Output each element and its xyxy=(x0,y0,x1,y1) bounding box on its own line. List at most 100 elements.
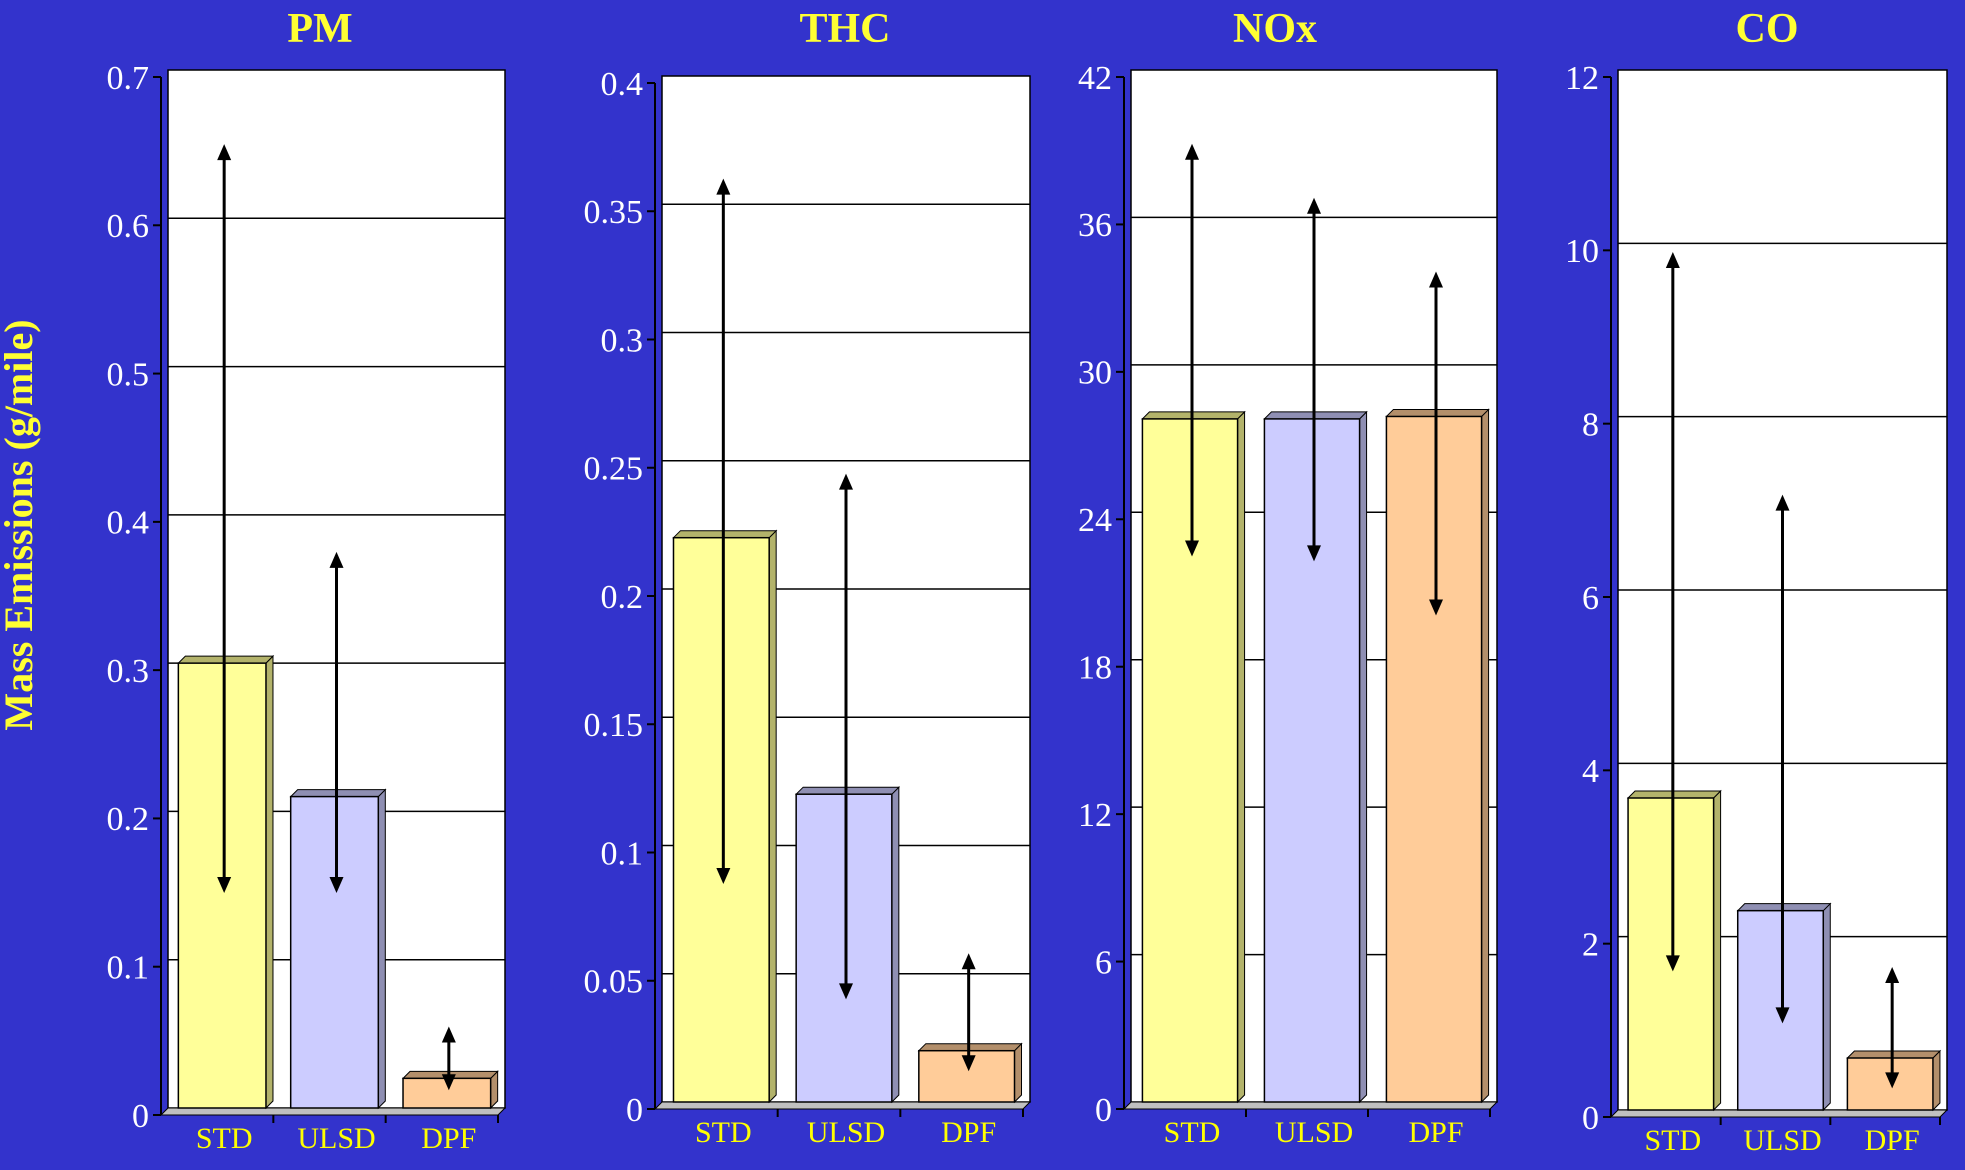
y-tick-label: 0.4 xyxy=(107,505,150,542)
x-category-label: ULSD xyxy=(1275,1116,1353,1149)
error-arrow-up xyxy=(1885,967,1900,983)
error-arrow-down xyxy=(329,876,344,893)
bar-std xyxy=(1141,418,1239,1103)
y-tick-label: 24 xyxy=(1078,502,1112,539)
x-category-label: DPF xyxy=(1408,1116,1463,1149)
error-arrow-up xyxy=(1185,143,1199,160)
x-category-label: ULSD xyxy=(297,1122,375,1155)
y-tick-label: 18 xyxy=(1078,650,1112,687)
y-tick-label: 12 xyxy=(1078,797,1112,834)
y-tick-label: 0.3 xyxy=(107,653,150,690)
error-arrow-up xyxy=(1665,252,1680,268)
bar-side xyxy=(1359,410,1368,1104)
y-tick-label: 0.6 xyxy=(107,208,150,245)
y-tick-label: 0 xyxy=(132,1098,149,1135)
y-tick-label: 0.4 xyxy=(601,66,644,103)
y-tick-label: 0.1 xyxy=(601,835,644,872)
plot-floor xyxy=(653,1101,1032,1110)
y-tick-label: 0 xyxy=(626,1092,643,1129)
bar-ulsd xyxy=(1736,909,1825,1111)
bar-top xyxy=(672,530,778,539)
bar-ulsd xyxy=(795,793,893,1103)
y-tick-label: 30 xyxy=(1078,355,1112,392)
error-arrow-down xyxy=(839,983,853,1000)
y-tick-label: 0.25 xyxy=(584,451,644,488)
plot-floor xyxy=(159,1107,507,1116)
bar-side xyxy=(1822,902,1831,1112)
bar-side xyxy=(891,785,900,1104)
error-arrow-down xyxy=(1885,1072,1900,1089)
y-tick-label: 12 xyxy=(1565,60,1599,97)
error-arrow-up xyxy=(1307,197,1321,214)
y-tick-label: 36 xyxy=(1078,207,1112,244)
bar-side xyxy=(768,529,777,1104)
y-axis-label: Mass Emissions (g/mile) xyxy=(0,319,41,730)
y-tick-label: 4 xyxy=(1582,753,1599,790)
y-tick-label: 6 xyxy=(1582,580,1599,617)
chart-title: PM xyxy=(287,6,352,52)
bar-std xyxy=(672,536,770,1103)
chart-panel-thc: 0 0.05 0.1 0.15 0.2 0.25 0.3 0.35 0.4 STD ULSD DPF T… xyxy=(584,6,1032,1149)
y-tick-label: 0.05 xyxy=(584,964,644,1001)
error-arrow-up xyxy=(839,473,853,490)
error-arrow-up xyxy=(441,1026,456,1043)
x-category-label: DPF xyxy=(421,1122,476,1155)
error-arrow-up xyxy=(1775,494,1790,511)
bar-side xyxy=(1237,410,1246,1104)
x-category-label: DPF xyxy=(1865,1124,1920,1157)
error-arrow-down xyxy=(961,1055,976,1072)
bar-side xyxy=(377,788,386,1110)
y-tick-label: 0.1 xyxy=(107,950,150,987)
bar-side xyxy=(1014,1042,1023,1104)
bar-ulsd xyxy=(1263,418,1361,1103)
y-tick-label: 10 xyxy=(1565,233,1599,270)
chart-panel-co: 0 2 4 6 8 10 12 STD ULSD DPF CO xyxy=(1565,6,1949,1157)
error-arrow-down xyxy=(716,867,731,884)
bar-ulsd xyxy=(289,795,380,1109)
error-arrow-down xyxy=(217,876,232,893)
error-arrow-up xyxy=(217,144,232,161)
error-arrow-up xyxy=(961,953,976,970)
bar-dpf xyxy=(1846,1057,1934,1111)
y-tick-label: 0.2 xyxy=(601,579,644,616)
error-arrow-up xyxy=(1429,271,1443,288)
bar-side xyxy=(1932,1049,1941,1112)
bar-side xyxy=(1481,408,1490,1104)
error-arrow-up xyxy=(716,178,731,195)
y-tick-label: 8 xyxy=(1582,406,1599,443)
x-category-label: STD xyxy=(695,1116,752,1149)
chart-title: THC xyxy=(799,6,890,52)
error-arrow-down xyxy=(1665,955,1680,972)
y-tick-label: 0.5 xyxy=(107,356,150,393)
y-tick-label: 0 xyxy=(1095,1092,1112,1129)
error-arrow-down xyxy=(1185,540,1199,557)
x-category-label: ULSD xyxy=(1743,1124,1821,1157)
x-category-label: STD xyxy=(196,1122,253,1155)
y-tick-label: 6 xyxy=(1095,944,1112,981)
y-tick-label: 0.2 xyxy=(107,801,150,838)
error-arrow-down xyxy=(1307,545,1321,562)
chart-panel-nox: 0 6 12 18 24 30 36 42 STD ULSD DPF NOx xyxy=(1078,6,1499,1149)
y-tick-label: 0 xyxy=(1582,1100,1599,1137)
x-category-label: ULSD xyxy=(807,1116,885,1149)
plot-floor xyxy=(1609,1109,1949,1118)
x-category-label: DPF xyxy=(941,1116,996,1149)
error-arrow-down xyxy=(441,1074,456,1091)
plot-floor xyxy=(1122,1101,1499,1110)
bar-side xyxy=(1713,789,1722,1112)
x-category-label: STD xyxy=(1644,1124,1701,1157)
error-arrow-down xyxy=(1429,599,1443,616)
y-tick-label: 42 xyxy=(1078,60,1112,97)
bar-std xyxy=(1627,797,1715,1111)
y-tick-label: 2 xyxy=(1582,926,1599,963)
chart-panel-pm: 0 0.1 0.2 0.3 0.4 0.5 0.6 0.7 STD ULSD DPF PM xyxy=(107,6,507,1155)
error-arrow-up xyxy=(329,551,344,568)
y-tick-label: 0.3 xyxy=(601,322,644,359)
y-tick-label: 0.15 xyxy=(584,707,644,744)
bar-side xyxy=(265,654,274,1110)
error-arrow-down xyxy=(1775,1007,1790,1024)
chart-title: NOx xyxy=(1233,6,1317,52)
